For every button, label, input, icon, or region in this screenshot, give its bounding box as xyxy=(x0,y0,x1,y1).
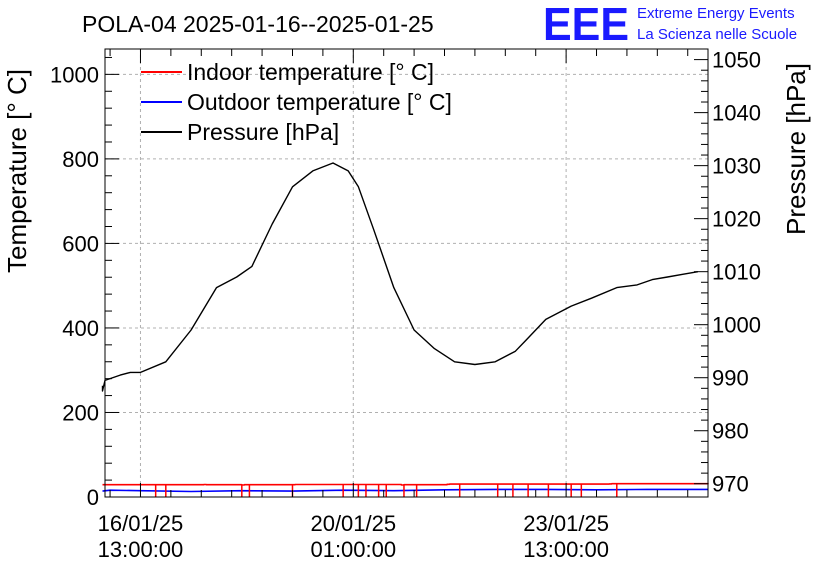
right-tick-label: 1040 xyxy=(712,101,761,126)
right-axis-label: Pressure [hPa] xyxy=(781,63,811,235)
left-tick-label: 400 xyxy=(62,316,99,341)
right-tick-label: 1010 xyxy=(712,260,761,285)
legend-label: Outdoor temperature [° C] xyxy=(187,89,452,115)
series-line-outdoor xyxy=(102,488,708,493)
legend-label: Pressure [hPa] xyxy=(187,119,339,145)
eee-logo: EEE Extreme Energy Events La Scienza nel… xyxy=(543,0,797,50)
left-tick-label: 0 xyxy=(87,485,99,510)
x-axis: 16/01/2513:00:0020/01/2501:00:0023/01/25… xyxy=(98,49,689,562)
plot-frame xyxy=(104,48,709,498)
logo-line2: La Scienza nelle Scuole xyxy=(637,26,797,43)
left-tick-label: 800 xyxy=(62,147,99,172)
logo-line1: Extreme Energy Events xyxy=(637,5,795,22)
right-tick-label: 1030 xyxy=(712,154,761,179)
grid xyxy=(105,49,708,497)
x-tick-label-time: 13:00:00 xyxy=(98,537,184,562)
right-tick-label: 990 xyxy=(712,366,749,391)
legend-label: Indoor temperature [° C] xyxy=(187,59,434,85)
x-tick-label-time: 01:00:00 xyxy=(310,537,396,562)
x-tick-label-time: 13:00:00 xyxy=(523,537,609,562)
left-tick-label: 200 xyxy=(62,400,99,425)
chart-title: POLA-04 2025-01-16--2025-01-25 xyxy=(82,11,434,37)
left-axis-label: Temperature [° C] xyxy=(2,69,32,273)
series-line-indoor xyxy=(102,482,709,486)
logo-mark: EEE xyxy=(543,0,629,50)
data-series xyxy=(101,162,709,497)
left-axis: 0 200 400 600 800 1000 xyxy=(50,56,119,510)
left-tick-label: 1000 xyxy=(50,62,99,87)
legend: Indoor temperature [° C] Outdoor temperat… xyxy=(141,59,452,145)
right-tick-label: 980 xyxy=(712,419,749,444)
right-tick-label: 970 xyxy=(712,472,749,497)
series-line-pressure xyxy=(101,162,699,392)
right-tick-label: 1000 xyxy=(712,313,761,338)
x-tick-label-date: 23/01/25 xyxy=(523,511,609,536)
right-axis: 970 980 990 1000 1010 1020 1030 1040 1050 xyxy=(694,48,761,497)
right-tick-label: 1020 xyxy=(712,207,761,232)
x-tick-label-date: 20/01/25 xyxy=(310,511,396,536)
x-tick-label-date: 16/01/25 xyxy=(98,511,184,536)
right-tick-label: 1050 xyxy=(712,48,761,73)
left-tick-label: 600 xyxy=(62,231,99,256)
